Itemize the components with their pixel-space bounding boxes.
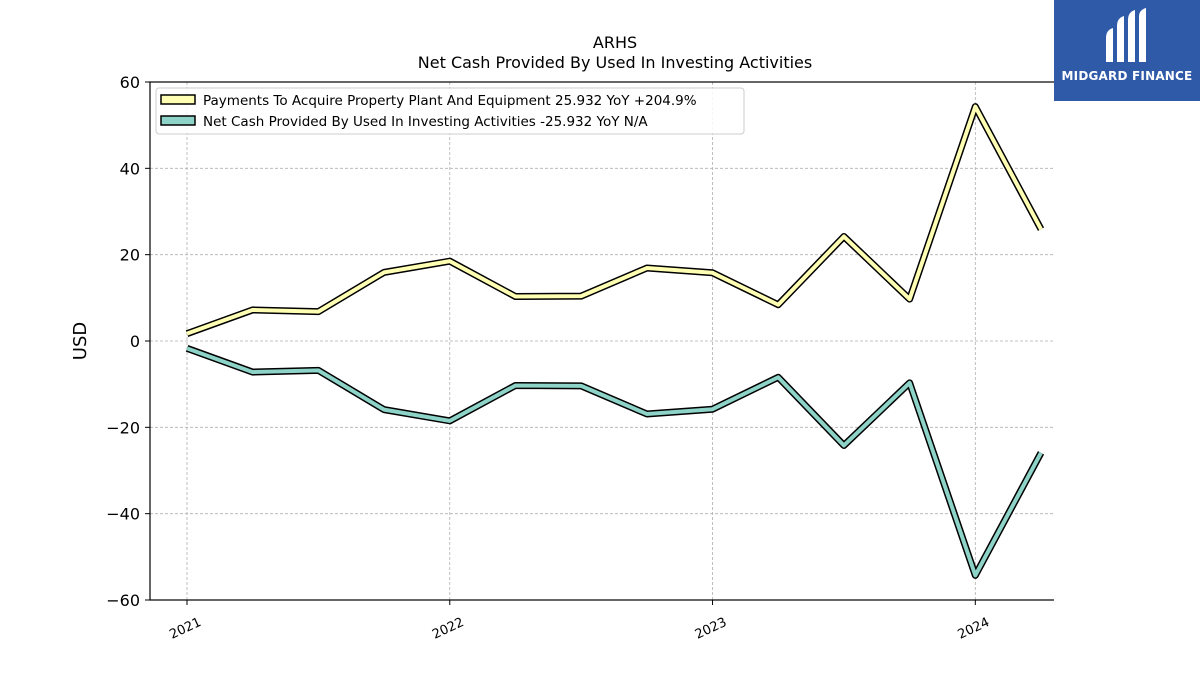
midgard-logo-icon [1106,8,1146,62]
chart-subtitle: Net Cash Provided By Used In Investing A… [418,53,812,72]
plot-frame [149,81,1054,601]
legend-label-0: Payments To Acquire Property Plant And E… [203,93,697,109]
legend-swatch-0 [160,94,196,105]
legend-box [155,87,745,135]
legend-swatch-1 [160,115,196,126]
y-tick-label: −40 [106,505,140,524]
series-line-outline-1 [185,345,1045,579]
x-tick-label: 2024 [956,615,992,643]
legend-label-1: Net Cash Provided By Used In Investing A… [203,114,648,130]
chart-title: ARHS [593,33,637,52]
brand-name: MIDGARD FINANCE [1061,69,1193,83]
chart: ARHS Net Cash Provided By Used In Invest… [70,33,1054,643]
y-tick-label: 40 [120,159,140,178]
x-tick-label: 2023 [693,615,729,643]
series-line-1 [186,346,1043,578]
y-tick-label: 60 [120,73,140,92]
brand-logo: MIDGARD FINANCE [1054,0,1200,101]
y-tick-label: 20 [120,246,140,265]
y-tick-label: −60 [106,591,140,610]
series-line-outline-0 [185,103,1045,337]
legend: Payments To Acquire Property Plant And E… [155,87,745,135]
series-line-0 [186,104,1043,336]
y-axis-label: USD [70,322,91,360]
series-lines [185,103,1045,579]
x-tick-label: 2022 [430,615,466,643]
x-tick-label: 2021 [167,615,203,643]
y-tick-label: 0 [130,332,140,351]
axis-ticks: 60 40 20 0 −20 −40 −60 2021 2022 2023 2024 [106,73,992,643]
y-tick-label: −20 [106,418,140,437]
grid-lines [150,81,1054,601]
